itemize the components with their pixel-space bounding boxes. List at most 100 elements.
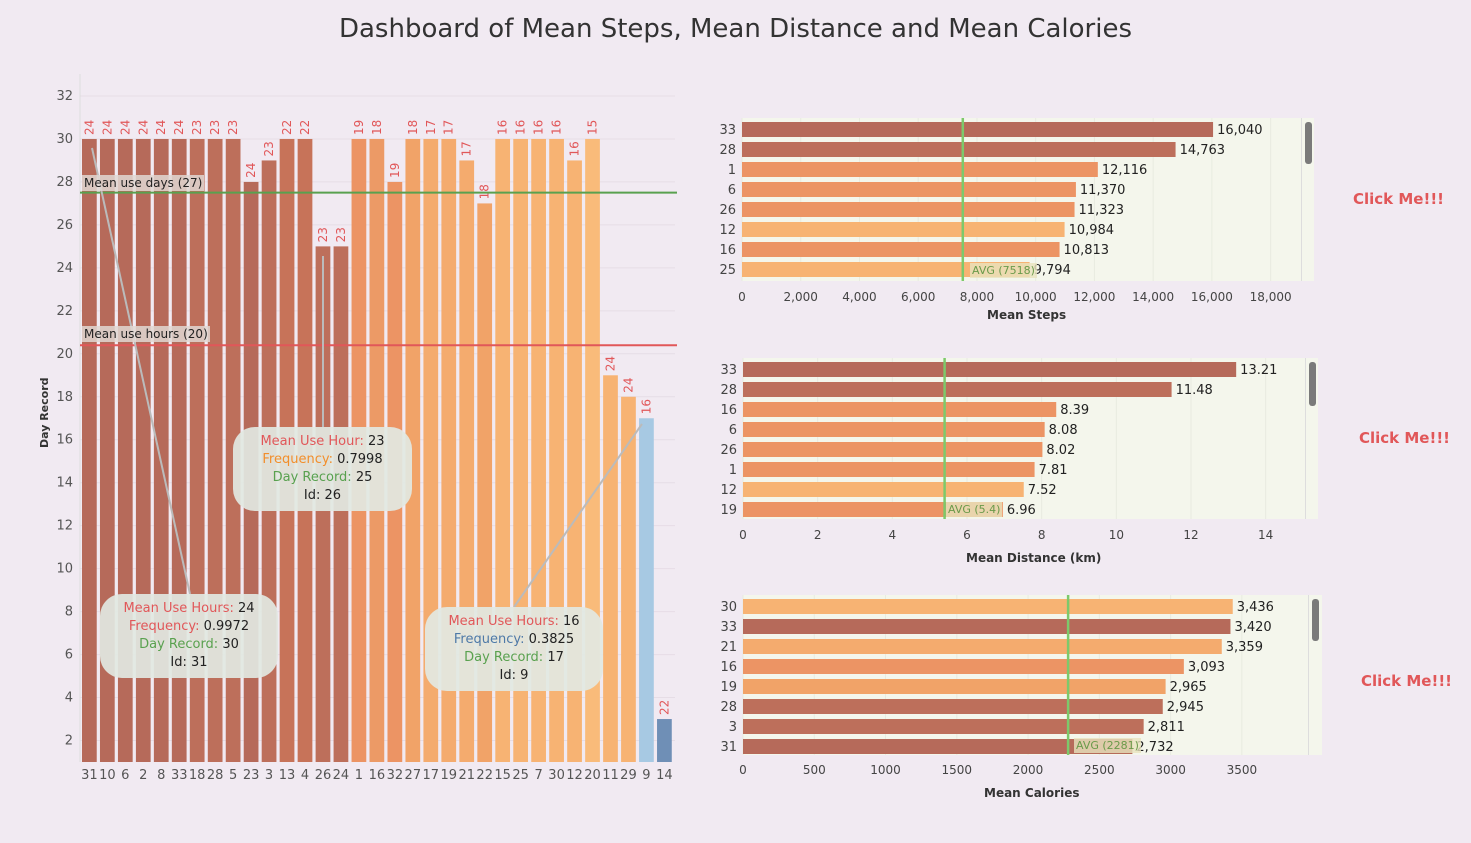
bar-id-28 bbox=[743, 382, 1172, 397]
bar-hours-label: 19 bbox=[352, 120, 366, 135]
distance-avg-label: AVG (5.4) bbox=[946, 502, 1003, 517]
y-category-label: 16 bbox=[720, 660, 737, 675]
x-tick-label: 8,000 bbox=[960, 290, 994, 304]
bar-id-30 bbox=[549, 138, 564, 762]
annotation-day-value: 17 bbox=[547, 650, 564, 665]
x-tick-label: 6 bbox=[121, 768, 129, 783]
scrollbar-thumb[interactable] bbox=[1312, 599, 1319, 641]
y-tick-label: 20 bbox=[56, 347, 73, 362]
bar-value-label: 2,965 bbox=[1170, 680, 1207, 695]
bar-hours-label: 24 bbox=[136, 120, 150, 135]
y-tick-label: 4 bbox=[65, 691, 73, 706]
bar-hours-label: 15 bbox=[586, 120, 600, 135]
x-tick-label: 12 bbox=[1183, 528, 1198, 542]
bar-hours-label: 16 bbox=[496, 120, 510, 135]
x-tick-label: 6 bbox=[963, 528, 971, 542]
scrollbar-thumb[interactable] bbox=[1305, 122, 1312, 164]
x-tick-label: 3 bbox=[265, 768, 273, 783]
bar-hours-label: 23 bbox=[334, 227, 348, 242]
bar-id-26 bbox=[743, 442, 1043, 457]
y-category-label: 16 bbox=[720, 403, 737, 418]
annotation-freq-label: Frequency: bbox=[262, 452, 333, 467]
bar-hours-label: 23 bbox=[262, 141, 276, 156]
bar-hours-label: 22 bbox=[298, 120, 312, 135]
x-tick-label: 20 bbox=[584, 768, 601, 783]
bar-id-21 bbox=[743, 639, 1222, 654]
annotation-mean-label: Mean Use Hours: bbox=[123, 601, 234, 616]
bar-value-label: 11,370 bbox=[1080, 183, 1126, 198]
bar-value-label: 14,763 bbox=[1180, 143, 1226, 158]
x-tick-label: 11 bbox=[602, 768, 619, 783]
steps-x-axis-title: Mean Steps bbox=[987, 308, 1067, 322]
bar-id-9 bbox=[639, 418, 654, 762]
bar-hours-label: 24 bbox=[603, 356, 617, 371]
calories-x-axis-title: Mean Calories bbox=[984, 786, 1080, 800]
y-category-label: 33 bbox=[720, 620, 737, 635]
bar-id-25 bbox=[513, 138, 529, 762]
bar-id-12 bbox=[742, 222, 1065, 237]
bar-hours-label: 19 bbox=[388, 163, 402, 178]
x-tick-label: 33 bbox=[171, 768, 188, 783]
bar-hours-label: 23 bbox=[208, 120, 222, 135]
x-tick-label: 18 bbox=[189, 768, 206, 783]
x-tick-label: 26 bbox=[315, 768, 332, 783]
y-category-label: 25 bbox=[719, 263, 736, 278]
bar-id-27 bbox=[405, 138, 421, 762]
bar-hours-label: 17 bbox=[442, 120, 456, 135]
calories-avg-label: AVG (2281) bbox=[1074, 738, 1141, 753]
mean-use-days-label: Mean use days (27) bbox=[82, 175, 205, 191]
y-category-label: 1 bbox=[729, 463, 737, 478]
x-tick-label: 2000 bbox=[1013, 763, 1044, 777]
bar-value-label: 3,436 bbox=[1237, 600, 1274, 615]
annotation-freq-label: Frequency: bbox=[453, 632, 525, 647]
bar-value-label: 3,420 bbox=[1234, 620, 1271, 635]
bar-id-26 bbox=[742, 202, 1075, 217]
bar-value-label: 11.48 bbox=[1176, 383, 1213, 398]
x-tick-label: 30 bbox=[548, 768, 565, 783]
bar-id-16 bbox=[743, 402, 1057, 417]
steps-click-me-button[interactable]: Click Me!!! bbox=[1353, 190, 1445, 208]
distance-click-me-button[interactable]: Click Me!!! bbox=[1359, 429, 1451, 447]
bar-value-label: 7.81 bbox=[1039, 463, 1068, 478]
annotation-day-value: 30 bbox=[222, 637, 239, 652]
mean-use-hours-label: Mean use hours (20) bbox=[82, 326, 210, 342]
y-tick-label: 32 bbox=[56, 89, 73, 104]
x-tick-label: 31 bbox=[81, 768, 98, 783]
bar-value-label: 2,811 bbox=[1148, 720, 1185, 735]
calories-click-me-button[interactable]: Click Me!!! bbox=[1361, 672, 1453, 690]
bar-id-14 bbox=[657, 719, 672, 762]
bar-hours-label: 23 bbox=[316, 227, 330, 242]
steps-avg-label: AVG (7518) bbox=[970, 263, 1037, 278]
scrollbar-thumb[interactable] bbox=[1309, 362, 1316, 406]
y-category-label: 3 bbox=[729, 720, 737, 735]
y-category-label: 33 bbox=[720, 363, 737, 378]
y-tick-label: 2 bbox=[65, 734, 73, 749]
bar-value-label: 16,040 bbox=[1217, 123, 1263, 138]
bar-id-19 bbox=[743, 679, 1166, 694]
bar-id-33 bbox=[743, 362, 1237, 377]
annotation-mean-value: 23 bbox=[368, 434, 385, 449]
annotation-freq-value: 0.7998 bbox=[337, 452, 383, 467]
x-tick-label: 2 bbox=[139, 768, 147, 783]
bar-value-label: 3,093 bbox=[1188, 660, 1225, 675]
y-tick-label: 16 bbox=[56, 433, 73, 448]
bar-id-6 bbox=[743, 422, 1045, 437]
bar-value-label: 8.39 bbox=[1060, 403, 1089, 418]
x-tick-label: 1000 bbox=[870, 763, 901, 777]
bar-hours-label: 23 bbox=[190, 120, 204, 135]
x-tick-label: 17 bbox=[423, 768, 440, 783]
annotation-id-26: Mean Use Hour: 23 Frequency: 0.7998 Day … bbox=[233, 427, 412, 511]
x-tick-label: 16,000 bbox=[1191, 290, 1233, 304]
x-tick-label: 14 bbox=[1258, 528, 1273, 542]
annotation-id-31: Mean Use Hours: 24 Frequency: 0.9972 Day… bbox=[100, 594, 278, 678]
bar-value-label: 2,732 bbox=[1136, 740, 1173, 755]
x-tick-label: 10 bbox=[99, 768, 116, 783]
dashboard-title: Dashboard of Mean Steps, Mean Distance a… bbox=[338, 14, 1133, 44]
bar-id-31 bbox=[82, 138, 97, 762]
bar-id-20 bbox=[585, 138, 600, 762]
y-tick-label: 8 bbox=[65, 605, 73, 620]
x-tick-label: 3000 bbox=[1155, 763, 1186, 777]
annotation-id-label: Id: bbox=[170, 655, 187, 670]
left-chart-y-axis-title: Day Record bbox=[38, 377, 51, 448]
